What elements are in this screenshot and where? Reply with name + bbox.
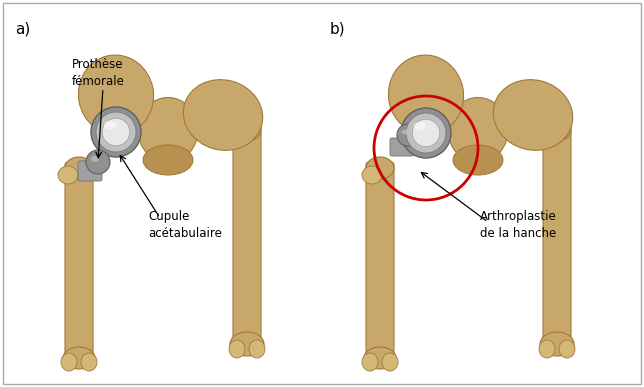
Ellipse shape <box>91 156 99 162</box>
Ellipse shape <box>540 332 574 356</box>
Ellipse shape <box>249 340 265 358</box>
Ellipse shape <box>364 347 396 369</box>
Text: b): b) <box>330 22 346 37</box>
Ellipse shape <box>184 80 263 151</box>
Circle shape <box>406 113 446 153</box>
Ellipse shape <box>233 119 261 141</box>
Ellipse shape <box>61 353 77 371</box>
Circle shape <box>102 118 129 146</box>
FancyBboxPatch shape <box>233 125 261 349</box>
Circle shape <box>401 108 451 158</box>
Ellipse shape <box>493 80 573 151</box>
Text: Cupule
acétabulaire: Cupule acétabulaire <box>148 210 222 240</box>
Circle shape <box>412 119 440 147</box>
Ellipse shape <box>382 353 398 371</box>
Circle shape <box>91 107 141 157</box>
Ellipse shape <box>453 145 503 175</box>
Ellipse shape <box>559 340 575 358</box>
Ellipse shape <box>81 353 97 371</box>
Text: a): a) <box>15 22 30 37</box>
Ellipse shape <box>138 98 198 163</box>
Ellipse shape <box>100 117 132 147</box>
FancyBboxPatch shape <box>390 138 414 156</box>
Circle shape <box>86 150 110 174</box>
Ellipse shape <box>401 130 408 135</box>
Ellipse shape <box>388 55 464 135</box>
FancyBboxPatch shape <box>78 161 102 181</box>
Ellipse shape <box>362 166 382 184</box>
Ellipse shape <box>104 121 117 129</box>
Ellipse shape <box>79 55 153 135</box>
Ellipse shape <box>543 119 571 141</box>
Ellipse shape <box>413 122 426 130</box>
FancyBboxPatch shape <box>65 162 93 363</box>
FancyBboxPatch shape <box>366 162 394 363</box>
Ellipse shape <box>539 340 555 358</box>
Ellipse shape <box>448 98 508 163</box>
Circle shape <box>397 124 419 146</box>
Ellipse shape <box>230 332 264 356</box>
Ellipse shape <box>229 340 245 358</box>
Text: Prothèse
fémorale: Prothèse fémorale <box>72 58 125 88</box>
Text: Arthroplastie
de la hanche: Arthroplastie de la hanche <box>480 210 557 240</box>
Ellipse shape <box>58 166 78 184</box>
Ellipse shape <box>366 157 394 179</box>
Ellipse shape <box>410 117 442 147</box>
Ellipse shape <box>63 347 95 369</box>
Ellipse shape <box>143 145 193 175</box>
Ellipse shape <box>65 157 93 179</box>
Ellipse shape <box>362 353 378 371</box>
FancyBboxPatch shape <box>543 125 571 349</box>
Circle shape <box>96 112 136 152</box>
